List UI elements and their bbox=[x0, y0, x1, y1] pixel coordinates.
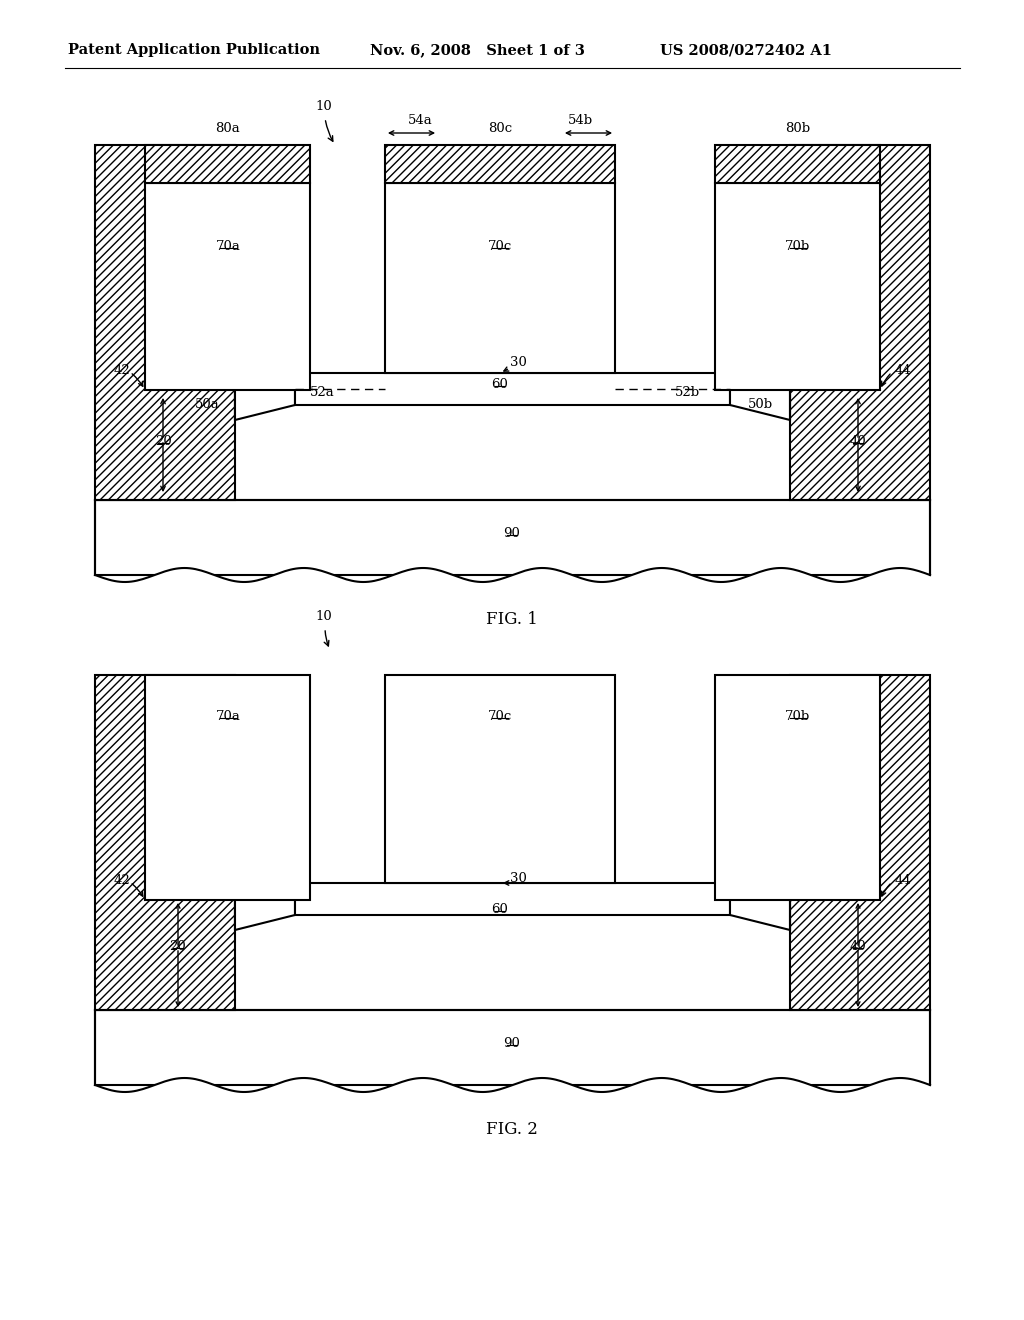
Bar bbox=[95, 1010, 930, 1085]
Bar bbox=[385, 675, 615, 883]
Text: 54b: 54b bbox=[567, 114, 593, 127]
Text: 44: 44 bbox=[895, 874, 911, 887]
Text: FIG. 1: FIG. 1 bbox=[486, 611, 538, 628]
Text: 10: 10 bbox=[315, 100, 332, 114]
Bar bbox=[295, 883, 730, 915]
Polygon shape bbox=[234, 883, 295, 931]
Text: Nov. 6, 2008   Sheet 1 of 3: Nov. 6, 2008 Sheet 1 of 3 bbox=[370, 44, 585, 57]
Text: 20: 20 bbox=[155, 436, 171, 447]
Text: FIG. 2: FIG. 2 bbox=[486, 1122, 538, 1138]
Text: 54a: 54a bbox=[408, 114, 432, 127]
Text: 52a: 52a bbox=[310, 387, 335, 400]
Bar bbox=[95, 500, 930, 576]
Bar bbox=[145, 145, 310, 183]
Polygon shape bbox=[730, 374, 790, 420]
Text: 52b: 52b bbox=[675, 387, 700, 400]
Text: 70b: 70b bbox=[785, 240, 811, 253]
Text: 50a: 50a bbox=[195, 399, 220, 412]
Bar bbox=[715, 145, 880, 183]
Polygon shape bbox=[730, 883, 790, 931]
Text: 80b: 80b bbox=[785, 121, 811, 135]
Text: 70b: 70b bbox=[785, 710, 811, 723]
Text: 60: 60 bbox=[492, 903, 509, 916]
Text: 30: 30 bbox=[510, 871, 527, 884]
Bar bbox=[715, 183, 880, 389]
Text: 40: 40 bbox=[850, 436, 866, 447]
Text: 30: 30 bbox=[510, 356, 527, 370]
Text: 20: 20 bbox=[170, 940, 186, 953]
Polygon shape bbox=[95, 1078, 930, 1105]
Text: 70a: 70a bbox=[216, 240, 241, 253]
Text: 70c: 70c bbox=[487, 710, 512, 723]
Polygon shape bbox=[234, 374, 295, 420]
Bar bbox=[790, 675, 930, 1010]
Bar bbox=[385, 183, 615, 374]
Text: 90: 90 bbox=[504, 1038, 520, 1049]
Text: 80a: 80a bbox=[216, 121, 241, 135]
Text: 42: 42 bbox=[114, 363, 130, 376]
Text: 60: 60 bbox=[492, 378, 509, 391]
Bar bbox=[790, 145, 930, 500]
Bar bbox=[715, 675, 880, 900]
Text: 50b: 50b bbox=[748, 399, 772, 412]
Text: US 2008/0272402 A1: US 2008/0272402 A1 bbox=[660, 44, 831, 57]
Bar bbox=[95, 145, 234, 500]
Text: 70a: 70a bbox=[216, 710, 241, 723]
Bar bbox=[295, 374, 730, 405]
Bar bbox=[145, 675, 310, 900]
Bar bbox=[385, 145, 615, 183]
Text: 90: 90 bbox=[504, 527, 520, 540]
Text: 44: 44 bbox=[895, 363, 911, 376]
Polygon shape bbox=[95, 568, 930, 595]
Text: 10: 10 bbox=[315, 610, 332, 623]
Text: 42: 42 bbox=[114, 874, 130, 887]
Bar bbox=[95, 675, 234, 1010]
Text: 40: 40 bbox=[850, 940, 866, 953]
Text: 70c: 70c bbox=[487, 240, 512, 253]
Text: 80c: 80c bbox=[488, 121, 512, 135]
Bar bbox=[145, 183, 310, 389]
Text: Patent Application Publication: Patent Application Publication bbox=[68, 44, 319, 57]
